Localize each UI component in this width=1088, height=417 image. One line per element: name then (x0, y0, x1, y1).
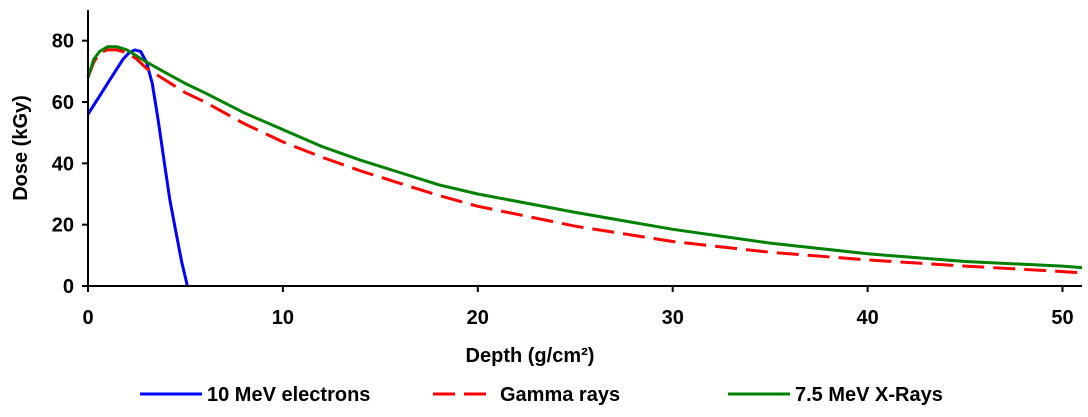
plot-lines (86, 45, 1083, 287)
y-tick-label: 20 (52, 215, 74, 237)
y-tick-label: 40 (52, 153, 74, 175)
x-tick-label: 40 (856, 307, 878, 329)
x-tick-label: 20 (467, 307, 489, 329)
x-tick-label: 50 (1051, 307, 1073, 329)
x-tick-label: 10 (272, 307, 294, 329)
y-tick-label: 80 (52, 31, 74, 53)
ticks: 0 10 20 30 40 50 0 20 40 60 80 (52, 31, 1074, 329)
axes (87, 10, 1082, 287)
series-line-0 (86, 48, 189, 287)
x-tick-label: 30 (662, 307, 684, 329)
y-tick-label: 60 (52, 92, 74, 114)
legend-label-0: 10 MeV electrons (207, 384, 370, 406)
y-tick-label: 0 (63, 276, 74, 298)
y-axis-title: Dose (kGy) (10, 95, 32, 201)
legend-label-1: Gamma rays (500, 384, 620, 406)
x-tick-label: 0 (82, 307, 93, 329)
series-line-1 (86, 48, 1083, 275)
series-line-2 (86, 45, 1083, 270)
x-axis-title: Depth (g/cm²) (466, 345, 595, 367)
legend: 10 MeV electrons Gamma rays 7.5 MeV X-Rays (140, 384, 943, 406)
legend-label-2: 7.5 MeV X-Rays (795, 384, 943, 406)
